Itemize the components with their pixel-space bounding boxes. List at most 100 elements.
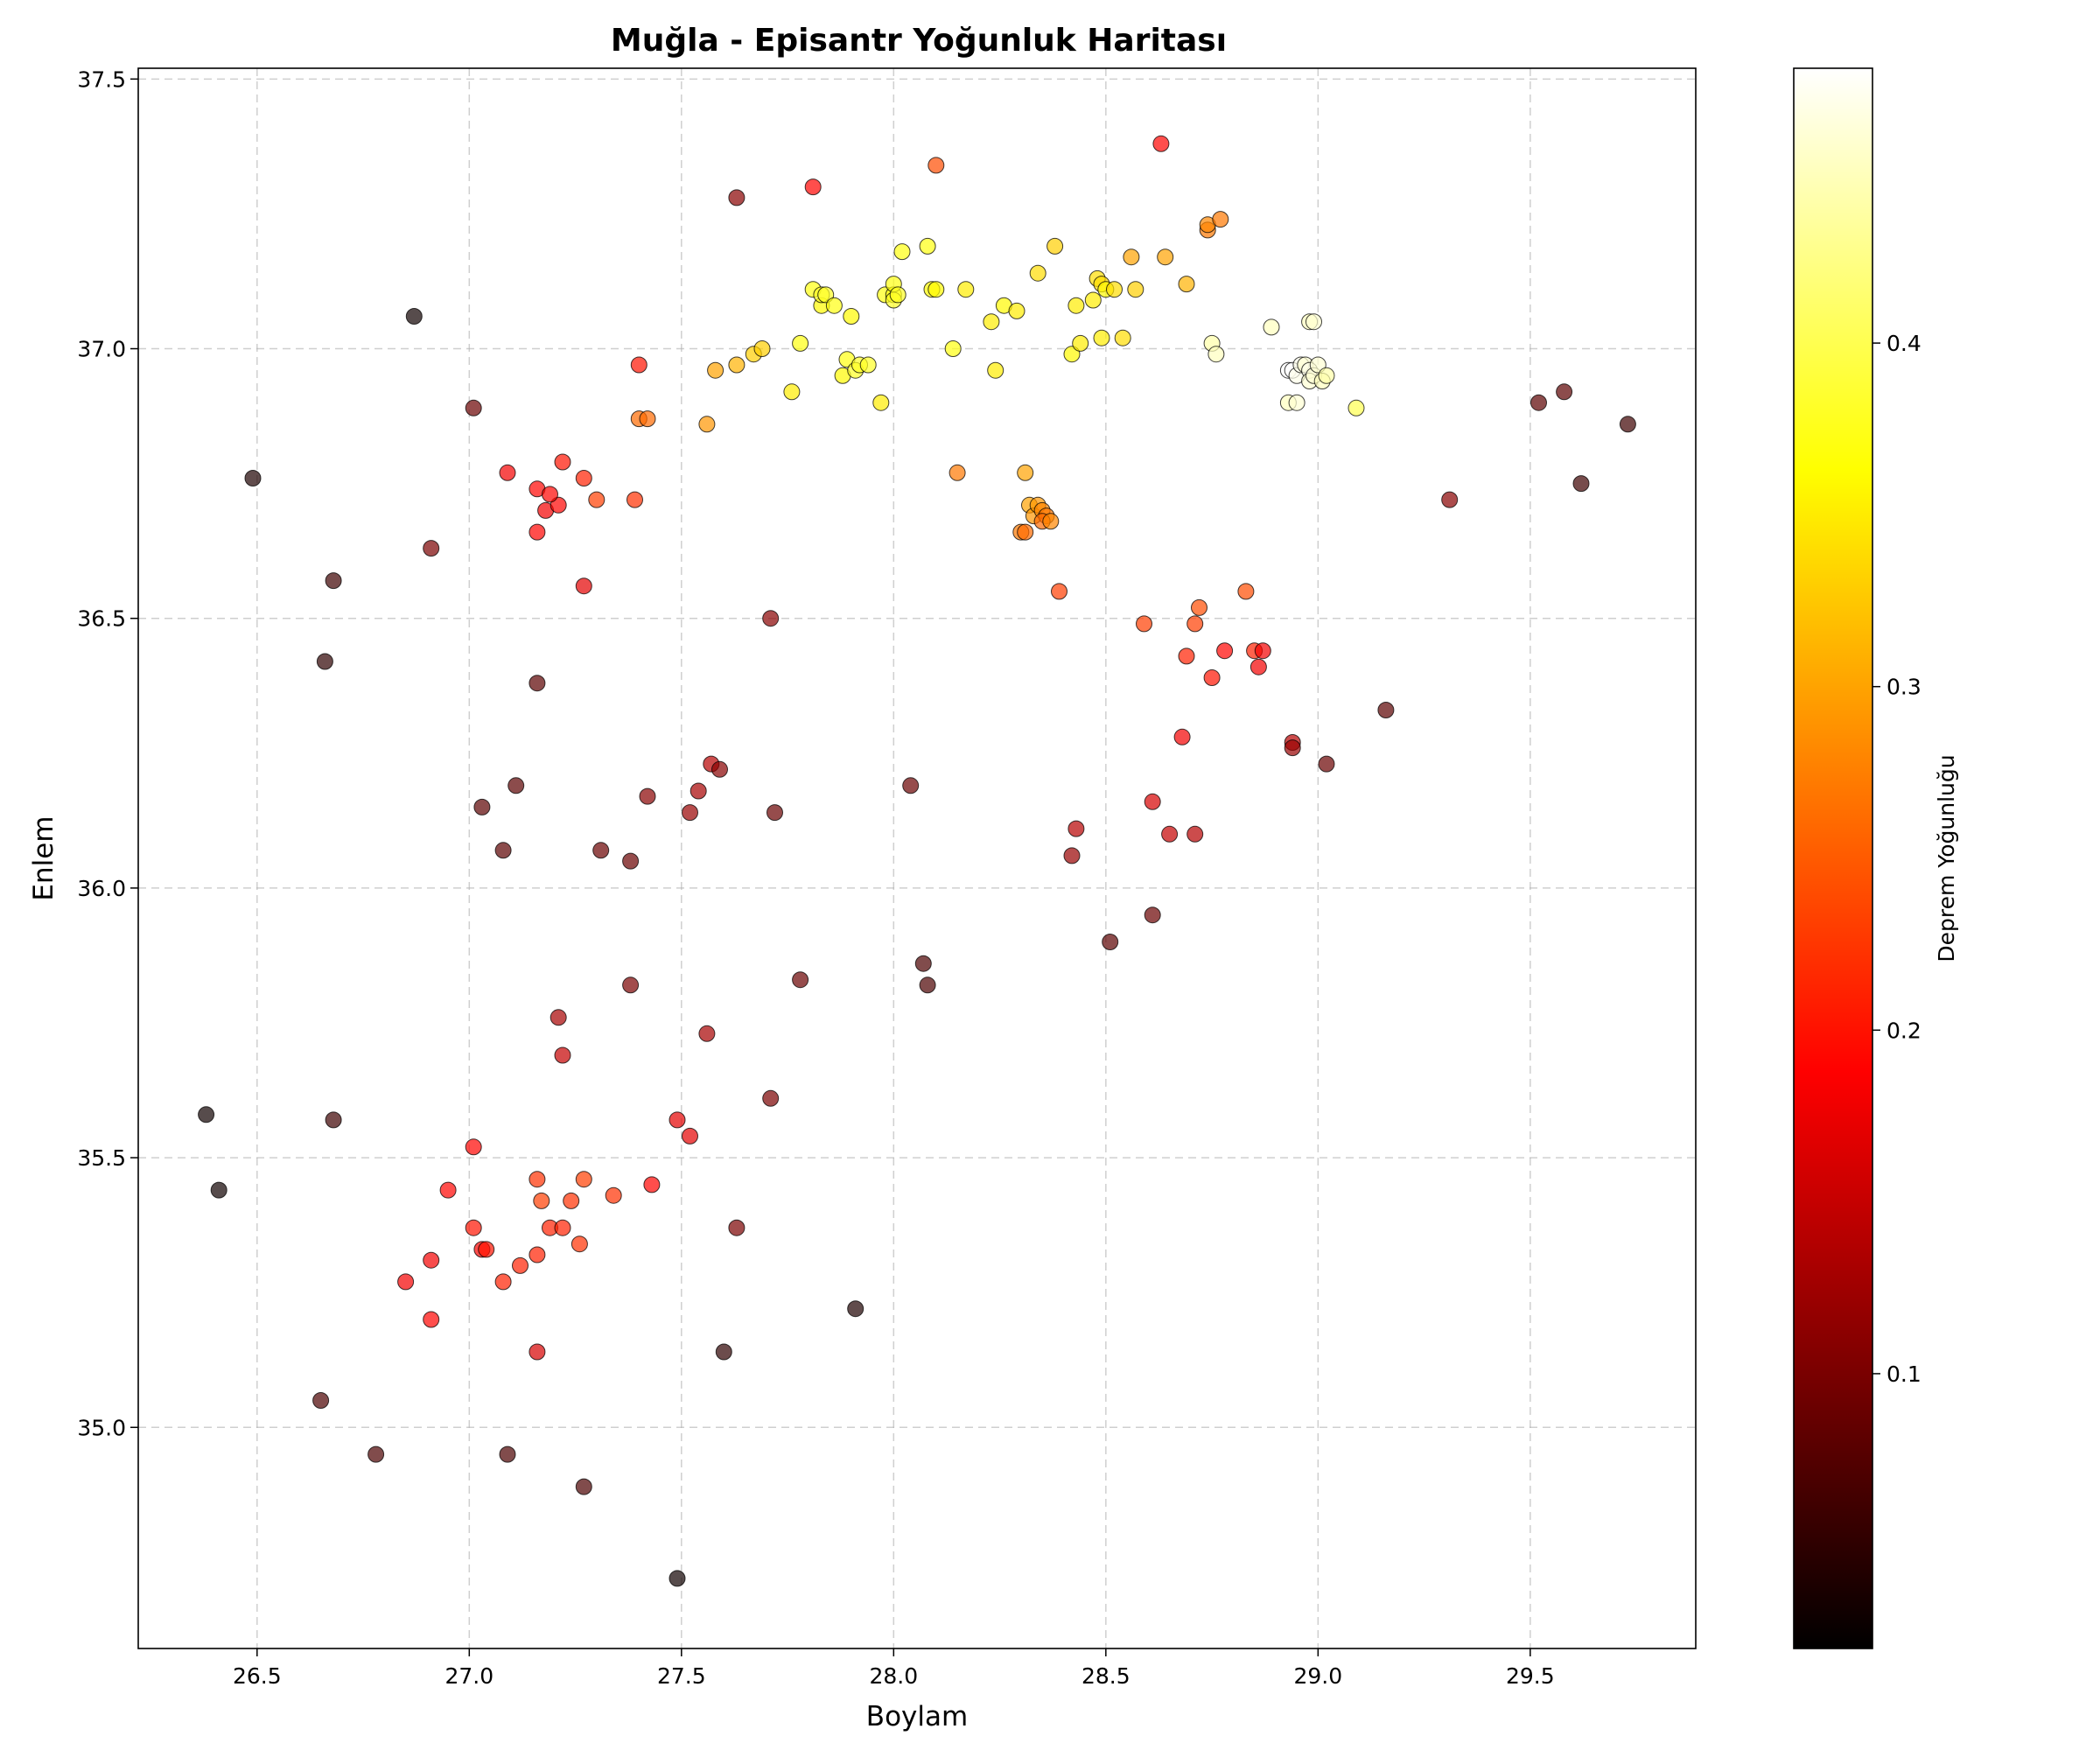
- data-point: [682, 804, 698, 822]
- data-point: [1063, 847, 1081, 864]
- data-point: [728, 1219, 746, 1236]
- data-point: [783, 383, 801, 401]
- grid: [138, 68, 1696, 1648]
- colorbar-label: Deprem Yoğunluğu: [1934, 754, 1959, 962]
- data-point: [1123, 248, 1140, 266]
- data-point: [1072, 334, 1089, 352]
- data-point: [1017, 523, 1034, 541]
- data-point: [494, 1273, 512, 1291]
- data-point: [728, 356, 746, 374]
- data-point: [944, 340, 962, 357]
- data-point: [575, 1478, 592, 1495]
- data-point: [792, 334, 809, 352]
- data-point: [494, 842, 512, 859]
- data-point: [983, 313, 1000, 331]
- data-point: [1250, 658, 1267, 676]
- data-point: [987, 361, 1004, 379]
- data-point: [325, 572, 342, 590]
- data-point: [1084, 291, 1102, 309]
- data-point: [1203, 669, 1221, 686]
- data-point: [1178, 276, 1195, 293]
- data-point: [630, 356, 648, 374]
- data-point: [325, 1111, 342, 1129]
- data-point: [948, 464, 966, 481]
- data-point: [592, 842, 610, 859]
- data-point: [668, 1111, 686, 1129]
- data-point: [872, 394, 890, 411]
- data-point: [405, 308, 423, 325]
- data-point: [1173, 728, 1191, 746]
- data-point: [792, 971, 809, 989]
- data-point: [1114, 329, 1131, 346]
- data-point: [1572, 475, 1590, 493]
- data-point: [843, 308, 860, 325]
- x-tick-label: 27.5: [657, 1663, 706, 1689]
- data-point: [859, 356, 877, 374]
- data-point: [554, 1219, 571, 1236]
- data-point: [762, 610, 780, 627]
- x-tick-label: 29.0: [1294, 1663, 1343, 1689]
- y-tick-label: 37.0: [77, 337, 126, 362]
- plot-frame: [137, 67, 1697, 1649]
- data-point: [575, 470, 592, 486]
- data-point: [1161, 825, 1179, 843]
- y-tick-label: 37.5: [77, 66, 126, 92]
- data-point: [889, 286, 906, 304]
- data-point: [397, 1273, 415, 1291]
- data-point: [533, 1192, 550, 1209]
- data-point: [762, 1089, 780, 1107]
- data-point: [499, 1446, 516, 1463]
- data-point: [1152, 135, 1170, 152]
- data-point: [1556, 383, 1573, 401]
- y-tick-label: 35.0: [77, 1415, 126, 1440]
- data-point: [528, 675, 546, 692]
- data-point: [1042, 513, 1060, 530]
- data-point: [1127, 281, 1144, 298]
- data-point: [1178, 648, 1195, 665]
- data-point: [528, 1246, 546, 1264]
- y-tick-label: 36.5: [77, 606, 126, 632]
- x-axis-label: Boylam: [866, 1701, 968, 1732]
- data-point: [626, 491, 643, 508]
- data-point: [478, 1241, 495, 1258]
- y-axis-label: Enlem: [28, 816, 60, 900]
- data-point: [550, 1009, 567, 1026]
- data-point: [1029, 264, 1046, 282]
- data-point: [465, 1219, 482, 1236]
- data-point: [244, 470, 262, 486]
- data-point: [423, 1311, 440, 1328]
- data-point: [668, 1570, 686, 1587]
- x-tick-label: 28.5: [1082, 1663, 1130, 1689]
- x-tick-label: 28.0: [869, 1663, 918, 1689]
- data-point: [1530, 394, 1547, 411]
- data-point: [1102, 934, 1119, 950]
- x-tick-label: 26.5: [233, 1663, 282, 1689]
- data-point: [465, 1138, 482, 1156]
- data-point: [1284, 739, 1301, 757]
- colorbar-tick-label: 0.1: [1886, 1362, 1922, 1387]
- data-point: [707, 361, 724, 379]
- data-point: [499, 464, 516, 481]
- data-point: [902, 777, 920, 794]
- data-point: [622, 852, 640, 870]
- data-point: [1186, 825, 1204, 843]
- data-point: [804, 178, 822, 196]
- data-point: [1093, 329, 1110, 346]
- data-point: [575, 578, 592, 595]
- x-tick-label: 29.5: [1506, 1663, 1555, 1689]
- data-point: [728, 189, 746, 206]
- data-point: [1017, 464, 1034, 481]
- data-point: [711, 760, 728, 778]
- data-point: [825, 297, 843, 314]
- data-point: [1348, 399, 1365, 416]
- data-point: [1441, 491, 1459, 508]
- data-point: [682, 1127, 698, 1144]
- data-point: [312, 1392, 330, 1409]
- data-point: [893, 243, 911, 261]
- data-points: [198, 135, 1636, 1587]
- data-point: [1136, 615, 1152, 633]
- data-point: [554, 1046, 571, 1064]
- data-point: [563, 1192, 580, 1209]
- y-axis-ticks: 35.0 35.5 36.0 36.5 37.0 37.5: [77, 66, 138, 1440]
